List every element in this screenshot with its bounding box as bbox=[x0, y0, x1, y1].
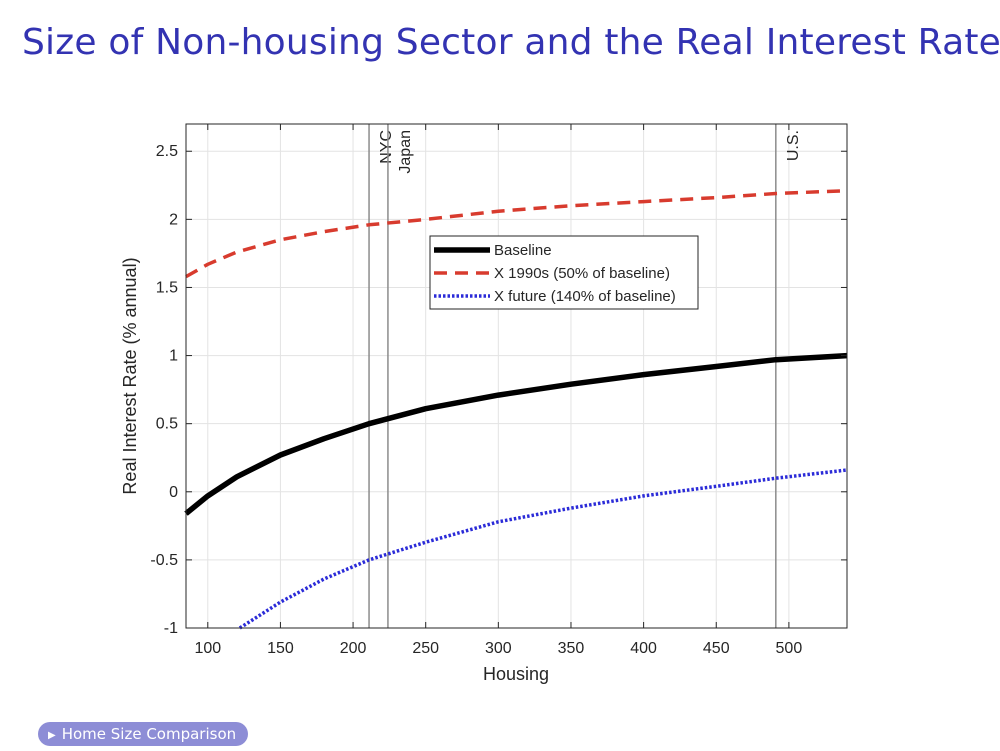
tick-labels: 100 150 200 250 300 350 400 450 500 -1 -0.5 0 0.5 1 1.… bbox=[150, 143, 802, 657]
x-tick-label: 350 bbox=[558, 640, 585, 657]
triangle-right-icon: ▶ bbox=[48, 730, 56, 741]
legend-label: X 1990s (50% of baseline) bbox=[494, 265, 670, 282]
y-tick-label: 1.5 bbox=[156, 279, 178, 296]
y-tick-label: -1 bbox=[164, 620, 178, 637]
reference-line-label: NYC bbox=[378, 130, 395, 164]
y-axis-label: Real Interest Rate (% annual) bbox=[120, 257, 140, 494]
y-tick-label: 2.5 bbox=[156, 143, 178, 160]
ticks bbox=[186, 124, 847, 629]
x-tick-label: 200 bbox=[340, 640, 367, 657]
nav-button-label: Home Size Comparison bbox=[61, 725, 237, 743]
x-tick-label: 250 bbox=[412, 640, 439, 657]
legend-label: Baseline bbox=[494, 242, 552, 259]
x-tick-label: 450 bbox=[703, 640, 730, 657]
x-tick-label: 500 bbox=[776, 640, 803, 657]
y-tick-label: 2 bbox=[169, 211, 178, 228]
y-tick-label: 0.5 bbox=[156, 416, 178, 433]
home-size-comparison-button[interactable]: ▶ Home Size Comparison bbox=[38, 722, 249, 746]
series-line-dotted bbox=[238, 468, 848, 630]
x-tick-label: 300 bbox=[485, 640, 512, 657]
plot-frame bbox=[185, 123, 848, 629]
legend-label: X future (140% of baseline) bbox=[494, 288, 676, 305]
y-tick-label: 1 bbox=[169, 348, 178, 365]
y-tick-label: -0.5 bbox=[150, 552, 178, 569]
reference-lines: NYC Japan U.S. bbox=[368, 124, 802, 628]
reference-line-label: Japan bbox=[397, 130, 414, 174]
reference-line-label: U.S. bbox=[785, 130, 802, 161]
y-tick-label: 0 bbox=[169, 484, 178, 501]
series-line-solid bbox=[184, 352, 848, 516]
slide-title: Size of Non-housing Sector and the Real … bbox=[22, 22, 1000, 63]
x-tick-label: 100 bbox=[194, 640, 221, 657]
legend: Baseline X 1990s (50% of baseline) X futur… bbox=[429, 235, 699, 310]
plot-area bbox=[186, 124, 847, 628]
x-tick-label: 400 bbox=[630, 640, 657, 657]
x-tick-label: 150 bbox=[267, 640, 294, 657]
x-axis-label: Housing bbox=[483, 664, 549, 684]
series bbox=[184, 188, 848, 630]
